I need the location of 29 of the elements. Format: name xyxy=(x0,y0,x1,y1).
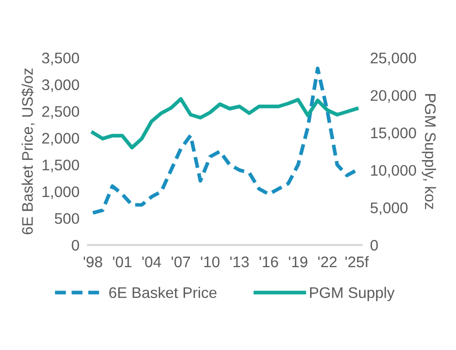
y-tick-label: 3,000 xyxy=(42,79,80,92)
x-tick-label: '13 xyxy=(230,256,249,268)
y2-tick-label: 5,000 xyxy=(370,202,408,216)
y-tick-label: 1,000 xyxy=(42,186,80,199)
y-tick-label: 1,500 xyxy=(42,160,80,172)
x-tick-label: '19 xyxy=(288,256,308,268)
x-tick-label: '10 xyxy=(200,256,220,268)
y2-axis-title: PGM Supply, koz xyxy=(422,94,436,210)
y-tick-label: 0 xyxy=(72,240,80,251)
x-tick-label: '98 xyxy=(84,256,102,268)
line-series xyxy=(91,97,359,150)
y2-tick-label: 15,000 xyxy=(371,128,416,140)
y2-tick-label: 10,000 xyxy=(371,164,416,178)
x-tick-label: '22 xyxy=(318,256,337,268)
y-tick-label: 3,500 xyxy=(42,52,80,66)
y-tick-label: 2,000 xyxy=(42,132,80,146)
x-tick-label: '01 xyxy=(113,256,132,268)
x-tick-label: '25f xyxy=(345,256,369,268)
y2-tick-label: 25,000 xyxy=(370,52,416,66)
legend-label: 6E Basket Price xyxy=(109,286,216,298)
y-tick-label: 500 xyxy=(54,213,80,224)
legend-label: PGM Supply xyxy=(310,286,395,302)
y-axis-title: 6E Basket Price, US$/oz xyxy=(21,68,35,234)
y-tick-label: 2,500 xyxy=(42,106,80,119)
x-tick-label: '04 xyxy=(142,256,162,268)
x-tick-label: '16 xyxy=(260,256,278,268)
y2-tick-label: 0 xyxy=(370,240,378,251)
y2-tick-label: 20,000 xyxy=(370,90,416,103)
x-tick-label: '07 xyxy=(172,256,190,268)
